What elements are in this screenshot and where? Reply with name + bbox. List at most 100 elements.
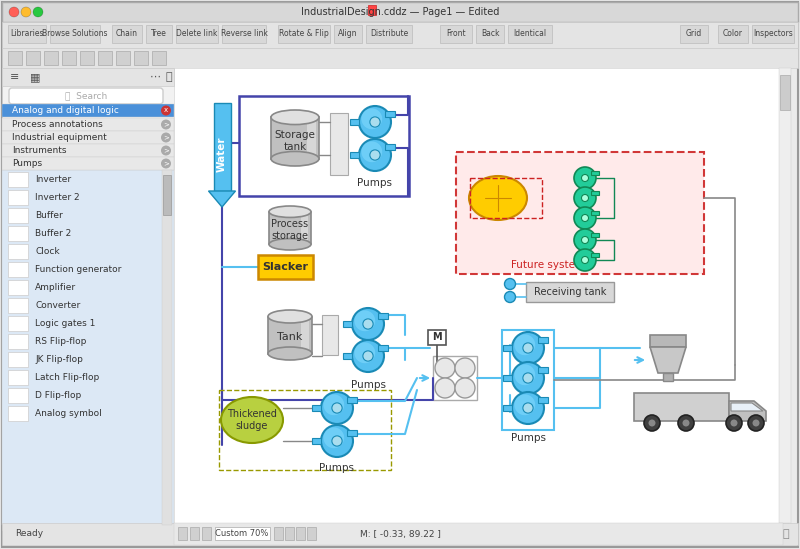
FancyBboxPatch shape	[2, 104, 174, 117]
FancyBboxPatch shape	[718, 25, 748, 43]
FancyBboxPatch shape	[8, 25, 46, 43]
Text: Align: Align	[338, 30, 358, 38]
Circle shape	[505, 278, 515, 289]
FancyBboxPatch shape	[8, 352, 28, 367]
Text: Analog and digital logic: Analog and digital logic	[12, 106, 119, 115]
Text: Libraries: Libraries	[10, 30, 44, 38]
Text: Logic gates 1: Logic gates 1	[35, 319, 95, 328]
Ellipse shape	[268, 310, 312, 323]
Circle shape	[730, 419, 738, 427]
Polygon shape	[209, 191, 235, 207]
FancyBboxPatch shape	[307, 527, 316, 540]
Ellipse shape	[469, 176, 527, 220]
Text: Browse Solutions: Browse Solutions	[42, 30, 108, 38]
Text: Back: Back	[481, 30, 499, 38]
FancyArrow shape	[538, 367, 548, 373]
FancyBboxPatch shape	[8, 51, 22, 65]
Text: Inspectors: Inspectors	[753, 30, 793, 38]
Text: IndustrialDesign.cddz — Page1 — Edited: IndustrialDesign.cddz — Page1 — Edited	[301, 7, 499, 17]
Text: Slacker: Slacker	[262, 262, 308, 272]
Text: M: [ -0.33, 89.22 ]: M: [ -0.33, 89.22 ]	[359, 529, 441, 539]
Circle shape	[682, 419, 690, 427]
FancyBboxPatch shape	[80, 51, 94, 65]
Circle shape	[321, 392, 353, 424]
FancyArrow shape	[350, 153, 359, 158]
FancyBboxPatch shape	[8, 388, 28, 403]
FancyArrow shape	[312, 439, 321, 444]
FancyBboxPatch shape	[176, 25, 218, 43]
FancyBboxPatch shape	[44, 51, 58, 65]
Text: ▦: ▦	[30, 72, 40, 82]
FancyBboxPatch shape	[2, 48, 798, 68]
FancyBboxPatch shape	[296, 527, 305, 540]
FancyArrow shape	[385, 144, 394, 150]
Circle shape	[649, 419, 655, 427]
Bar	[301, 212, 308, 244]
FancyBboxPatch shape	[285, 527, 294, 540]
FancyBboxPatch shape	[456, 152, 704, 274]
FancyBboxPatch shape	[146, 25, 172, 43]
FancyBboxPatch shape	[476, 25, 504, 43]
Circle shape	[9, 7, 19, 17]
Polygon shape	[729, 401, 766, 421]
Circle shape	[352, 340, 384, 372]
Circle shape	[523, 373, 533, 383]
Text: Ready: Ready	[15, 529, 43, 539]
Polygon shape	[650, 347, 686, 373]
Circle shape	[435, 358, 455, 378]
Polygon shape	[731, 403, 763, 411]
Circle shape	[21, 7, 31, 17]
Text: ⤡: ⤡	[782, 529, 790, 539]
Text: Process
storage: Process storage	[271, 219, 309, 241]
Text: 🔍  Search: 🔍 Search	[65, 92, 107, 100]
Circle shape	[332, 436, 342, 446]
Circle shape	[574, 229, 596, 251]
FancyBboxPatch shape	[330, 113, 348, 175]
Circle shape	[574, 187, 596, 209]
Ellipse shape	[271, 152, 319, 166]
FancyBboxPatch shape	[440, 25, 472, 43]
FancyBboxPatch shape	[2, 68, 174, 530]
Circle shape	[354, 343, 375, 363]
FancyBboxPatch shape	[680, 25, 708, 43]
FancyBboxPatch shape	[366, 25, 412, 43]
Text: >: >	[163, 148, 169, 154]
FancyBboxPatch shape	[8, 280, 28, 295]
Circle shape	[359, 139, 391, 171]
FancyBboxPatch shape	[8, 316, 28, 331]
FancyArrow shape	[590, 171, 599, 175]
Circle shape	[726, 415, 742, 431]
Text: Pumps: Pumps	[510, 433, 546, 443]
Circle shape	[370, 117, 380, 127]
FancyBboxPatch shape	[178, 527, 187, 540]
Circle shape	[582, 256, 589, 264]
Text: Future system: Future system	[511, 260, 585, 270]
FancyBboxPatch shape	[116, 51, 130, 65]
Circle shape	[678, 415, 694, 431]
Text: Analog symbol: Analog symbol	[35, 409, 102, 418]
FancyBboxPatch shape	[2, 118, 174, 131]
Text: Thickened
sludge: Thickened sludge	[227, 409, 277, 431]
Circle shape	[514, 365, 535, 385]
Text: Rotate & Flip: Rotate & Flip	[279, 30, 329, 38]
Circle shape	[332, 403, 342, 413]
FancyBboxPatch shape	[190, 527, 199, 540]
Circle shape	[455, 358, 475, 378]
Text: Process annotations: Process annotations	[12, 120, 102, 129]
FancyBboxPatch shape	[62, 51, 76, 65]
FancyArrow shape	[503, 345, 512, 351]
FancyBboxPatch shape	[202, 527, 211, 540]
FancyBboxPatch shape	[8, 190, 28, 205]
FancyBboxPatch shape	[322, 315, 338, 355]
Circle shape	[352, 308, 384, 340]
FancyArrow shape	[378, 313, 388, 319]
Text: Inverter 2: Inverter 2	[35, 193, 80, 202]
Text: Distribute: Distribute	[370, 30, 408, 38]
Text: Amplifier: Amplifier	[35, 283, 76, 292]
FancyArrow shape	[312, 406, 321, 411]
FancyArrow shape	[378, 345, 388, 351]
Ellipse shape	[221, 397, 283, 443]
FancyBboxPatch shape	[780, 75, 790, 110]
FancyBboxPatch shape	[508, 25, 552, 43]
FancyBboxPatch shape	[112, 25, 142, 43]
